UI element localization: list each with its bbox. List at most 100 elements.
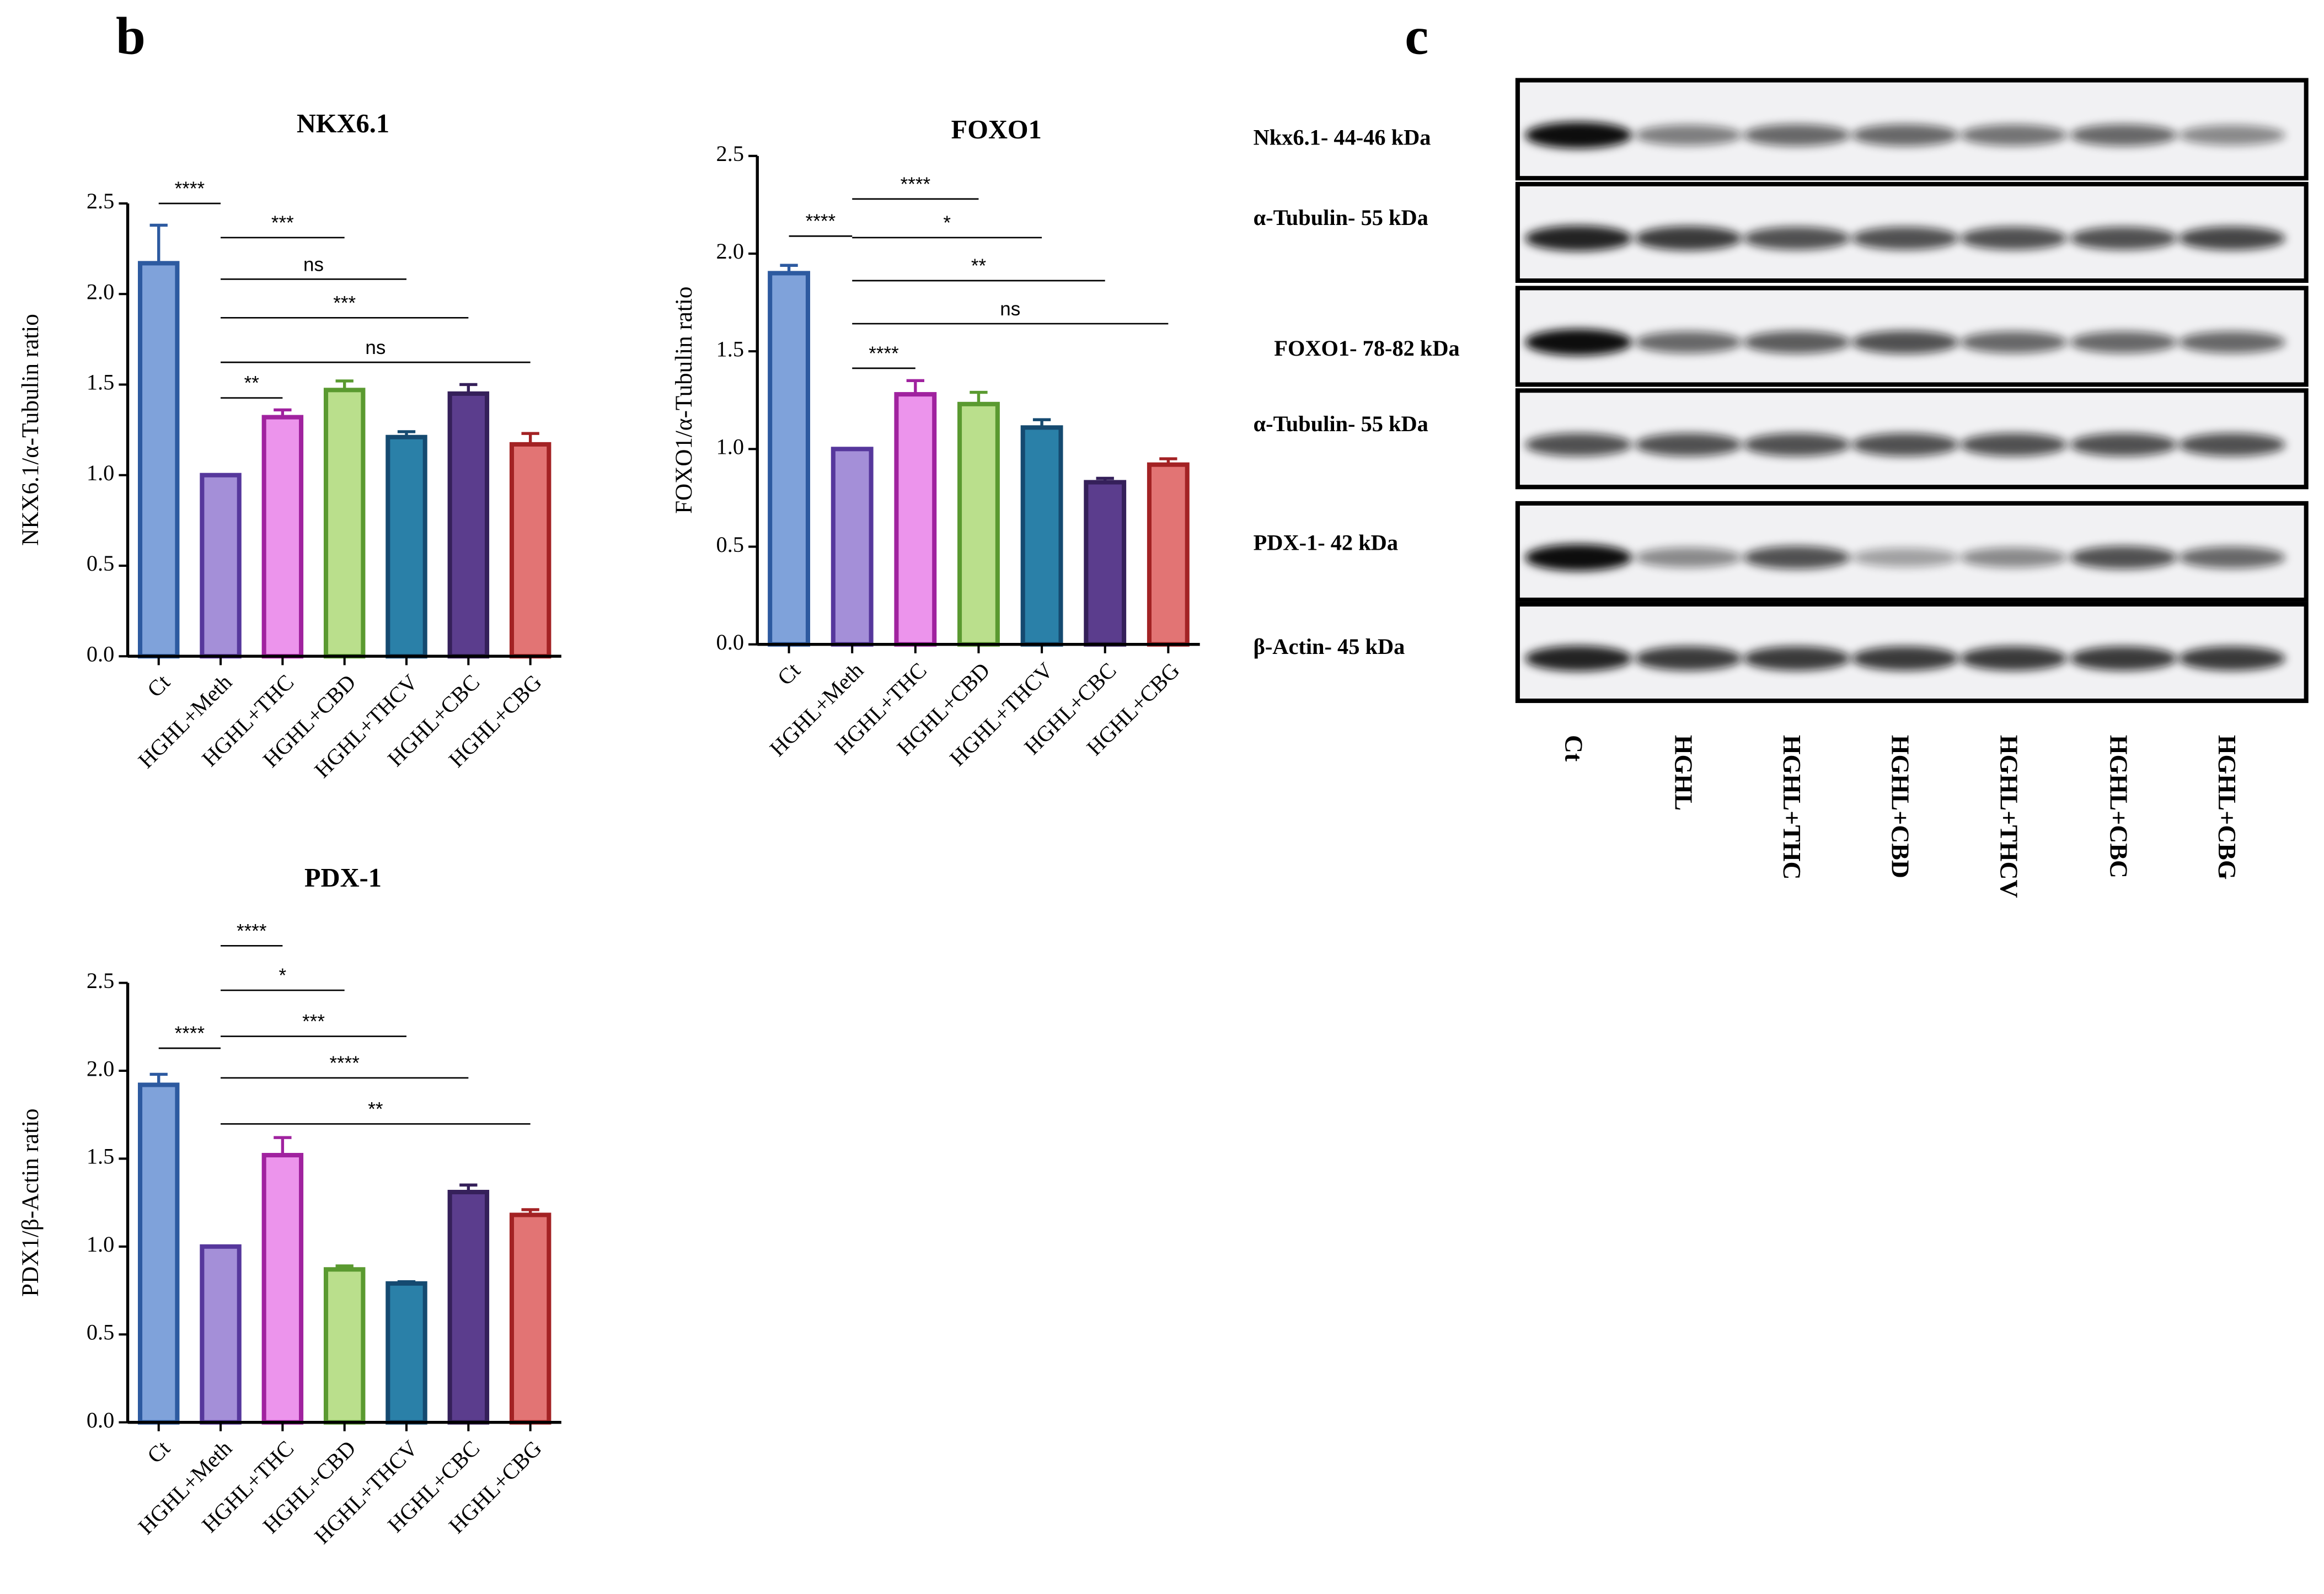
bar [1147,462,1190,647]
bar [509,1212,551,1425]
panel-label: c [1405,7,1428,66]
blot-band [2070,646,2177,671]
blot-band [2178,125,2285,146]
bar [447,1189,490,1425]
significance-label: **** [175,1023,205,1044]
blot-row-label: β-Actin- 45 kDa [1254,634,1405,659]
blot-band [1635,331,1742,353]
blot-band [1851,548,1959,567]
blot-row-label: α-Tubulin- 55 kDa [1254,411,1428,436]
blot-band [1960,646,2068,671]
blot-lane-label: HGHL+CBC [2105,735,2133,878]
y-tick-label: 2.0 [87,279,114,304]
blot-band [1851,227,1959,250]
blot-band [1743,124,1851,147]
blot-row-label: FOXO1- 78-82 kDa [1274,336,1459,361]
significance-label: ** [368,1098,383,1120]
y-tick-label: 2.5 [87,968,114,993]
bar [261,1153,304,1425]
x-tick-label: Ct [773,658,805,690]
blot-frame [1515,181,2309,283]
blot-band [1851,433,1959,457]
blot-band [1960,124,2068,146]
blot-band [1635,226,1742,251]
blot-band [1525,544,1632,571]
blot-frame [1515,78,2309,181]
chart-title: PDX-1 [304,863,382,893]
bar [323,1267,366,1425]
bar [200,473,242,659]
bar [385,1281,427,1425]
bar [200,1244,242,1425]
blot-frame [1515,388,2309,490]
significance-label: **** [329,1053,360,1074]
significance-label: **** [237,920,267,942]
significance-label: **** [901,174,931,195]
bar [385,434,427,659]
blot-band [2178,226,2285,250]
blot-band [1635,547,1742,568]
bar [137,261,180,659]
x-tick-label: Ct [142,669,175,702]
blot-band [1960,547,2068,568]
significance-label: *** [333,292,356,314]
significance-label: ns [1000,298,1020,320]
y-tick-label: 1.5 [87,1144,114,1169]
blot-band [1635,646,1742,671]
y-tick-label: 2.5 [87,189,114,213]
bar [831,447,874,647]
blot-band [2070,124,2177,147]
blot-band [1743,227,1851,250]
y-axis-label: FOXO1/α-Tubulin ratio [671,287,697,514]
y-tick-label: 1.0 [87,460,114,485]
blot-band [1525,121,1632,149]
bar [261,415,304,659]
blot-band [1743,646,1851,671]
y-tick-label: 0.0 [87,1408,114,1432]
bar [447,391,490,659]
blot-band [1525,329,1632,356]
chart-title: FOXO1 [951,115,1042,144]
blot-band [2178,433,2285,457]
blot-lane-label: HGHL+THC [1778,735,1806,880]
y-tick-label: 2.0 [716,239,744,264]
blot-frame [1515,286,2309,387]
significance-label: * [279,965,287,986]
blot-band [1743,546,1851,570]
blot-band [2178,646,2285,671]
significance-label: ** [971,255,987,277]
y-tick-label: 0.5 [87,1320,114,1345]
significance-label: *** [271,212,294,234]
blot-band [1525,433,1632,457]
blot-frame [1515,602,2309,704]
significance-label: ** [244,373,260,394]
y-tick-label: 0.5 [87,551,114,576]
y-tick-label: 1.0 [87,1232,114,1257]
panel-label: b [116,7,146,66]
bar [323,388,366,659]
bar [1020,425,1063,647]
blot-band [1851,646,1959,671]
bar [768,271,810,647]
blot-band [1635,433,1742,457]
y-tick-label: 0.0 [716,630,744,654]
blot-band [2178,331,2285,353]
blot-band [2070,227,2177,250]
y-tick-label: 1.0 [716,434,744,459]
significance-label: **** [806,211,836,232]
bar [137,1082,180,1425]
bar [957,401,1000,647]
blot-band [1851,124,1959,147]
significance-label: **** [869,343,899,364]
significance-label: **** [175,178,205,200]
blot-band [1960,433,2068,457]
blot-band [1960,227,2068,250]
y-tick-label: 1.5 [716,336,744,361]
significance-label: ns [303,254,324,275]
blot-band [1851,330,1959,354]
significance-label: *** [302,1011,325,1033]
bar [894,392,937,647]
blot-frame [1515,501,2309,602]
